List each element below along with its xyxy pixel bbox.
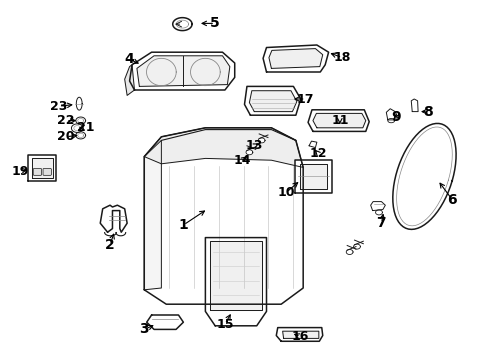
Polygon shape bbox=[300, 164, 326, 189]
Polygon shape bbox=[282, 331, 318, 338]
Polygon shape bbox=[71, 124, 83, 132]
Polygon shape bbox=[410, 99, 417, 112]
Polygon shape bbox=[392, 123, 455, 229]
Text: 17: 17 bbox=[296, 93, 314, 105]
Text: 6: 6 bbox=[447, 193, 456, 207]
Polygon shape bbox=[346, 249, 352, 255]
Text: 13: 13 bbox=[245, 139, 263, 152]
Polygon shape bbox=[124, 65, 134, 95]
Polygon shape bbox=[28, 155, 56, 181]
Polygon shape bbox=[370, 202, 385, 211]
Polygon shape bbox=[144, 128, 303, 167]
Text: 7: 7 bbox=[376, 216, 386, 230]
Polygon shape bbox=[146, 315, 183, 329]
Polygon shape bbox=[137, 56, 229, 86]
Text: 14: 14 bbox=[233, 154, 250, 167]
Text: 20: 20 bbox=[57, 130, 75, 143]
Text: 18: 18 bbox=[333, 51, 350, 64]
Polygon shape bbox=[276, 328, 322, 341]
Polygon shape bbox=[258, 138, 264, 143]
Text: 15: 15 bbox=[216, 318, 233, 330]
Text: 21: 21 bbox=[77, 121, 94, 134]
Polygon shape bbox=[263, 45, 328, 72]
Polygon shape bbox=[387, 118, 394, 123]
Polygon shape bbox=[205, 238, 266, 326]
Polygon shape bbox=[386, 109, 394, 120]
Polygon shape bbox=[76, 132, 85, 139]
Text: 12: 12 bbox=[308, 147, 326, 159]
Text: 23: 23 bbox=[50, 100, 67, 113]
Text: 10: 10 bbox=[277, 186, 294, 199]
Polygon shape bbox=[172, 18, 192, 31]
Text: 22: 22 bbox=[57, 114, 75, 127]
Text: 19: 19 bbox=[12, 165, 29, 177]
Polygon shape bbox=[244, 86, 300, 115]
Text: 9: 9 bbox=[390, 110, 400, 124]
Polygon shape bbox=[295, 160, 331, 193]
Text: 11: 11 bbox=[330, 114, 348, 127]
Text: 3: 3 bbox=[139, 323, 149, 336]
Polygon shape bbox=[32, 158, 53, 178]
Text: 8: 8 bbox=[422, 105, 432, 118]
Text: 4: 4 bbox=[124, 53, 134, 66]
Polygon shape bbox=[76, 117, 85, 124]
Polygon shape bbox=[249, 91, 296, 112]
Text: 2: 2 bbox=[105, 238, 115, 252]
Polygon shape bbox=[268, 49, 322, 68]
Text: 5: 5 bbox=[210, 17, 220, 30]
Polygon shape bbox=[307, 110, 368, 131]
Polygon shape bbox=[129, 52, 234, 90]
Polygon shape bbox=[312, 113, 365, 128]
Polygon shape bbox=[210, 241, 261, 310]
Text: 1: 1 bbox=[178, 218, 188, 232]
Polygon shape bbox=[144, 140, 161, 290]
Polygon shape bbox=[100, 205, 127, 232]
Polygon shape bbox=[245, 150, 252, 155]
FancyBboxPatch shape bbox=[43, 168, 51, 175]
Polygon shape bbox=[353, 244, 360, 249]
FancyBboxPatch shape bbox=[33, 168, 41, 175]
Polygon shape bbox=[308, 141, 316, 148]
Polygon shape bbox=[76, 97, 82, 110]
Polygon shape bbox=[144, 128, 303, 304]
Text: 16: 16 bbox=[291, 330, 309, 343]
